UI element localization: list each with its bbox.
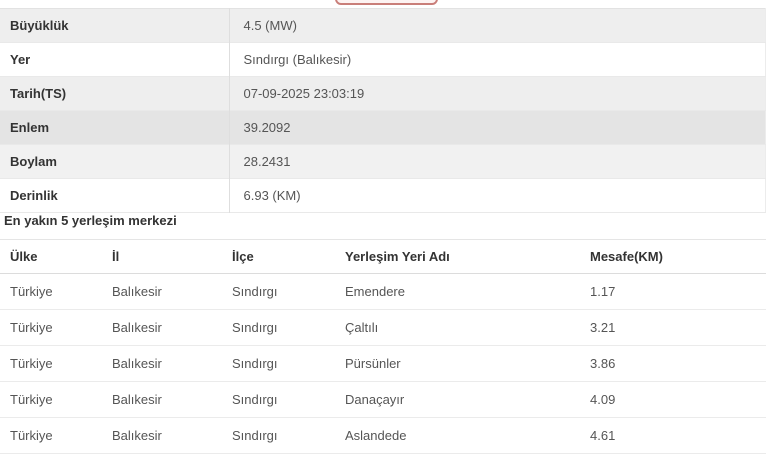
nearest-settlements-table: Ülke İl İlçe Yerleşim Yeri Adı Mesafe(KM… (0, 239, 766, 454)
cell-district: Sındırgı (222, 417, 335, 454)
table-row: Türkiye Balıkesir Sındırgı Aslandede 4.6… (0, 417, 766, 454)
detail-label: Boylam (0, 144, 230, 179)
nearest-header-row: Ülke İl İlçe Yerleşim Yeri Adı Mesafe(KM… (0, 239, 766, 274)
cell-district: Sındırgı (222, 345, 335, 382)
cell-country: Türkiye (0, 345, 102, 382)
cell-province: Balıkesir (102, 309, 222, 346)
cell-district: Sındırgı (222, 309, 335, 346)
cell-province: Balıkesir (102, 345, 222, 382)
detail-label: Yer (0, 42, 230, 77)
detail-value: 6.93 (KM) (243, 188, 301, 203)
cell-settlement: Çaltılı (335, 309, 580, 346)
cell-settlement: Aslandede (335, 417, 580, 454)
detail-label: Enlem (0, 110, 230, 145)
detail-value: 07-09-2025 23:03:19 (243, 86, 365, 101)
cell-country: Türkiye (0, 309, 102, 346)
cell-district: Sındırgı (222, 273, 335, 310)
cell-distance: 1.17 (580, 273, 766, 310)
cell-country: Türkiye (0, 273, 102, 310)
cell-country: Türkiye (0, 381, 102, 418)
detail-label: Büyüklük (0, 8, 230, 43)
column-header-country: Ülke (0, 239, 102, 274)
nearest-settlements-title: En yakın 5 yerleşim merkezi (4, 213, 177, 228)
cell-province: Balıkesir (102, 381, 222, 418)
column-header-distance: Mesafe(KM) (580, 239, 766, 274)
column-header-district: İlçe (222, 239, 335, 274)
table-row: Türkiye Balıkesir Sındırgı Pürsünler 3.8… (0, 345, 766, 382)
cell-settlement: Pürsünler (335, 345, 580, 382)
detail-value: 4.5 (MW) (243, 18, 297, 33)
cell-distance: 3.86 (580, 345, 766, 382)
detail-row-depth: Derinlik 6.93 (KM) (0, 178, 766, 213)
cell-distance: 4.09 (580, 381, 766, 418)
column-header-settlement: Yerleşim Yeri Adı (335, 239, 580, 274)
detail-value: 39.2092 (243, 120, 291, 135)
detail-value: 28.2431 (243, 154, 291, 169)
detail-row-longitude: Boylam 28.2431 (0, 144, 766, 179)
cell-settlement: Danaçayır (335, 381, 580, 418)
detail-label: Tarih(TS) (0, 76, 230, 111)
detail-label: Derinlik (0, 178, 230, 213)
table-row: Türkiye Balıkesir Sındırgı Danaçayır 4.0… (0, 381, 766, 418)
cell-district: Sındırgı (222, 381, 335, 418)
detail-row-place: Yer Sındırgı (Balıkesir) (0, 42, 766, 77)
cell-province: Balıkesir (102, 273, 222, 310)
detail-row-date: Tarih(TS) 07-09-2025 23:03:19 (0, 76, 766, 111)
partial-red-button[interactable] (335, 0, 438, 5)
cell-settlement: Emendere (335, 273, 580, 310)
detail-value: Sındırgı (Balıkesir) (243, 52, 352, 67)
table-row: Türkiye Balıkesir Sındırgı Emendere 1.17 (0, 273, 766, 310)
detail-row-latitude: Enlem 39.2092 (0, 110, 766, 145)
cell-distance: 4.61 (580, 417, 766, 454)
earthquake-detail-table: Büyüklük 4.5 (MW) Yer Sındırgı (Balıkesi… (0, 8, 766, 213)
detail-row-magnitude: Büyüklük 4.5 (MW) (0, 8, 766, 43)
cell-province: Balıkesir (102, 417, 222, 454)
cell-country: Türkiye (0, 417, 102, 454)
table-row: Türkiye Balıkesir Sındırgı Çaltılı 3.21 (0, 309, 766, 346)
column-header-province: İl (102, 239, 222, 274)
cell-distance: 3.21 (580, 309, 766, 346)
